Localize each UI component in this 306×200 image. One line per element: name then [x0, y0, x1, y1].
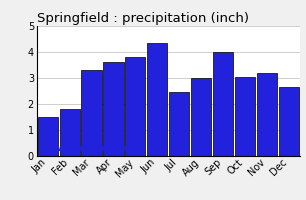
Text: www.allmetsat.com: www.allmetsat.com — [39, 144, 133, 153]
Bar — [103, 62, 124, 156]
Bar — [125, 57, 145, 156]
Bar — [279, 87, 299, 156]
Bar — [38, 117, 58, 156]
Bar — [60, 109, 80, 156]
Bar — [169, 92, 189, 156]
Bar — [81, 70, 102, 156]
Bar — [191, 78, 211, 156]
Bar — [213, 52, 233, 156]
Bar — [257, 73, 277, 156]
Bar — [147, 43, 167, 156]
Bar — [235, 77, 255, 156]
Text: Springfield : precipitation (inch): Springfield : precipitation (inch) — [37, 12, 249, 25]
